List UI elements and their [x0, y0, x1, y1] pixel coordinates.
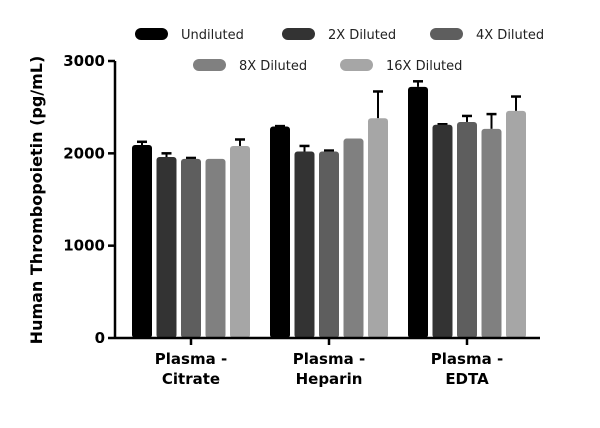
bar-4x-diluted — [181, 158, 201, 338]
bar-undiluted — [408, 86, 428, 338]
bar-2x-diluted — [294, 151, 315, 338]
x-tick-label: EDTA — [445, 370, 489, 388]
legend-swatch — [282, 28, 315, 40]
y-axis: 0 1000 2000 3000 — [63, 52, 117, 347]
bar-16x-diluted — [368, 118, 388, 338]
x-tick-label: Citrate — [162, 370, 220, 388]
bar-8x-diluted — [343, 138, 364, 338]
bar-undiluted — [270, 126, 290, 338]
legend-label: 4X Diluted — [476, 28, 544, 43]
bar-undiluted — [132, 145, 152, 338]
legend-swatch — [135, 28, 168, 40]
y-tick-label: 1000 — [63, 237, 105, 255]
bar-2x-diluted — [156, 157, 177, 338]
x-tick-label: Plasma - — [155, 350, 227, 368]
bar-8x-diluted — [481, 128, 502, 338]
y-tick-label: 0 — [95, 329, 105, 347]
bar-4x-diluted — [319, 151, 339, 338]
legend-label: Undiluted — [181, 28, 244, 43]
legend: Undiluted 2X Diluted 4X Diluted 8X Diluted 1… — [135, 28, 544, 74]
bar-8x-diluted — [205, 158, 226, 338]
x-tick-label: Heparin — [296, 370, 363, 388]
x-tick-label: Plasma - — [431, 350, 503, 368]
y-tick-label: 3000 — [63, 52, 105, 70]
legend-swatch — [430, 28, 463, 40]
legend-label: 2X Diluted — [328, 28, 396, 43]
legend-swatch — [193, 59, 226, 71]
y-axis-label: Human Thrombopoietin (pg/mL) — [27, 56, 46, 345]
legend-swatch — [340, 59, 373, 71]
bar-16x-diluted — [506, 110, 526, 338]
bars — [132, 80, 526, 339]
legend-label: 16X Diluted — [386, 59, 462, 74]
bar-4x-diluted — [457, 121, 477, 338]
y-tick-label: 2000 — [63, 144, 105, 162]
bar-16x-diluted — [230, 145, 250, 338]
legend-label: 8X Diluted — [239, 59, 307, 74]
bar-2x-diluted — [432, 124, 453, 339]
x-tick-label: Plasma - — [293, 350, 365, 368]
x-axis: Plasma - Citrate Plasma - Heparin Plasma - ED… — [115, 336, 540, 388]
